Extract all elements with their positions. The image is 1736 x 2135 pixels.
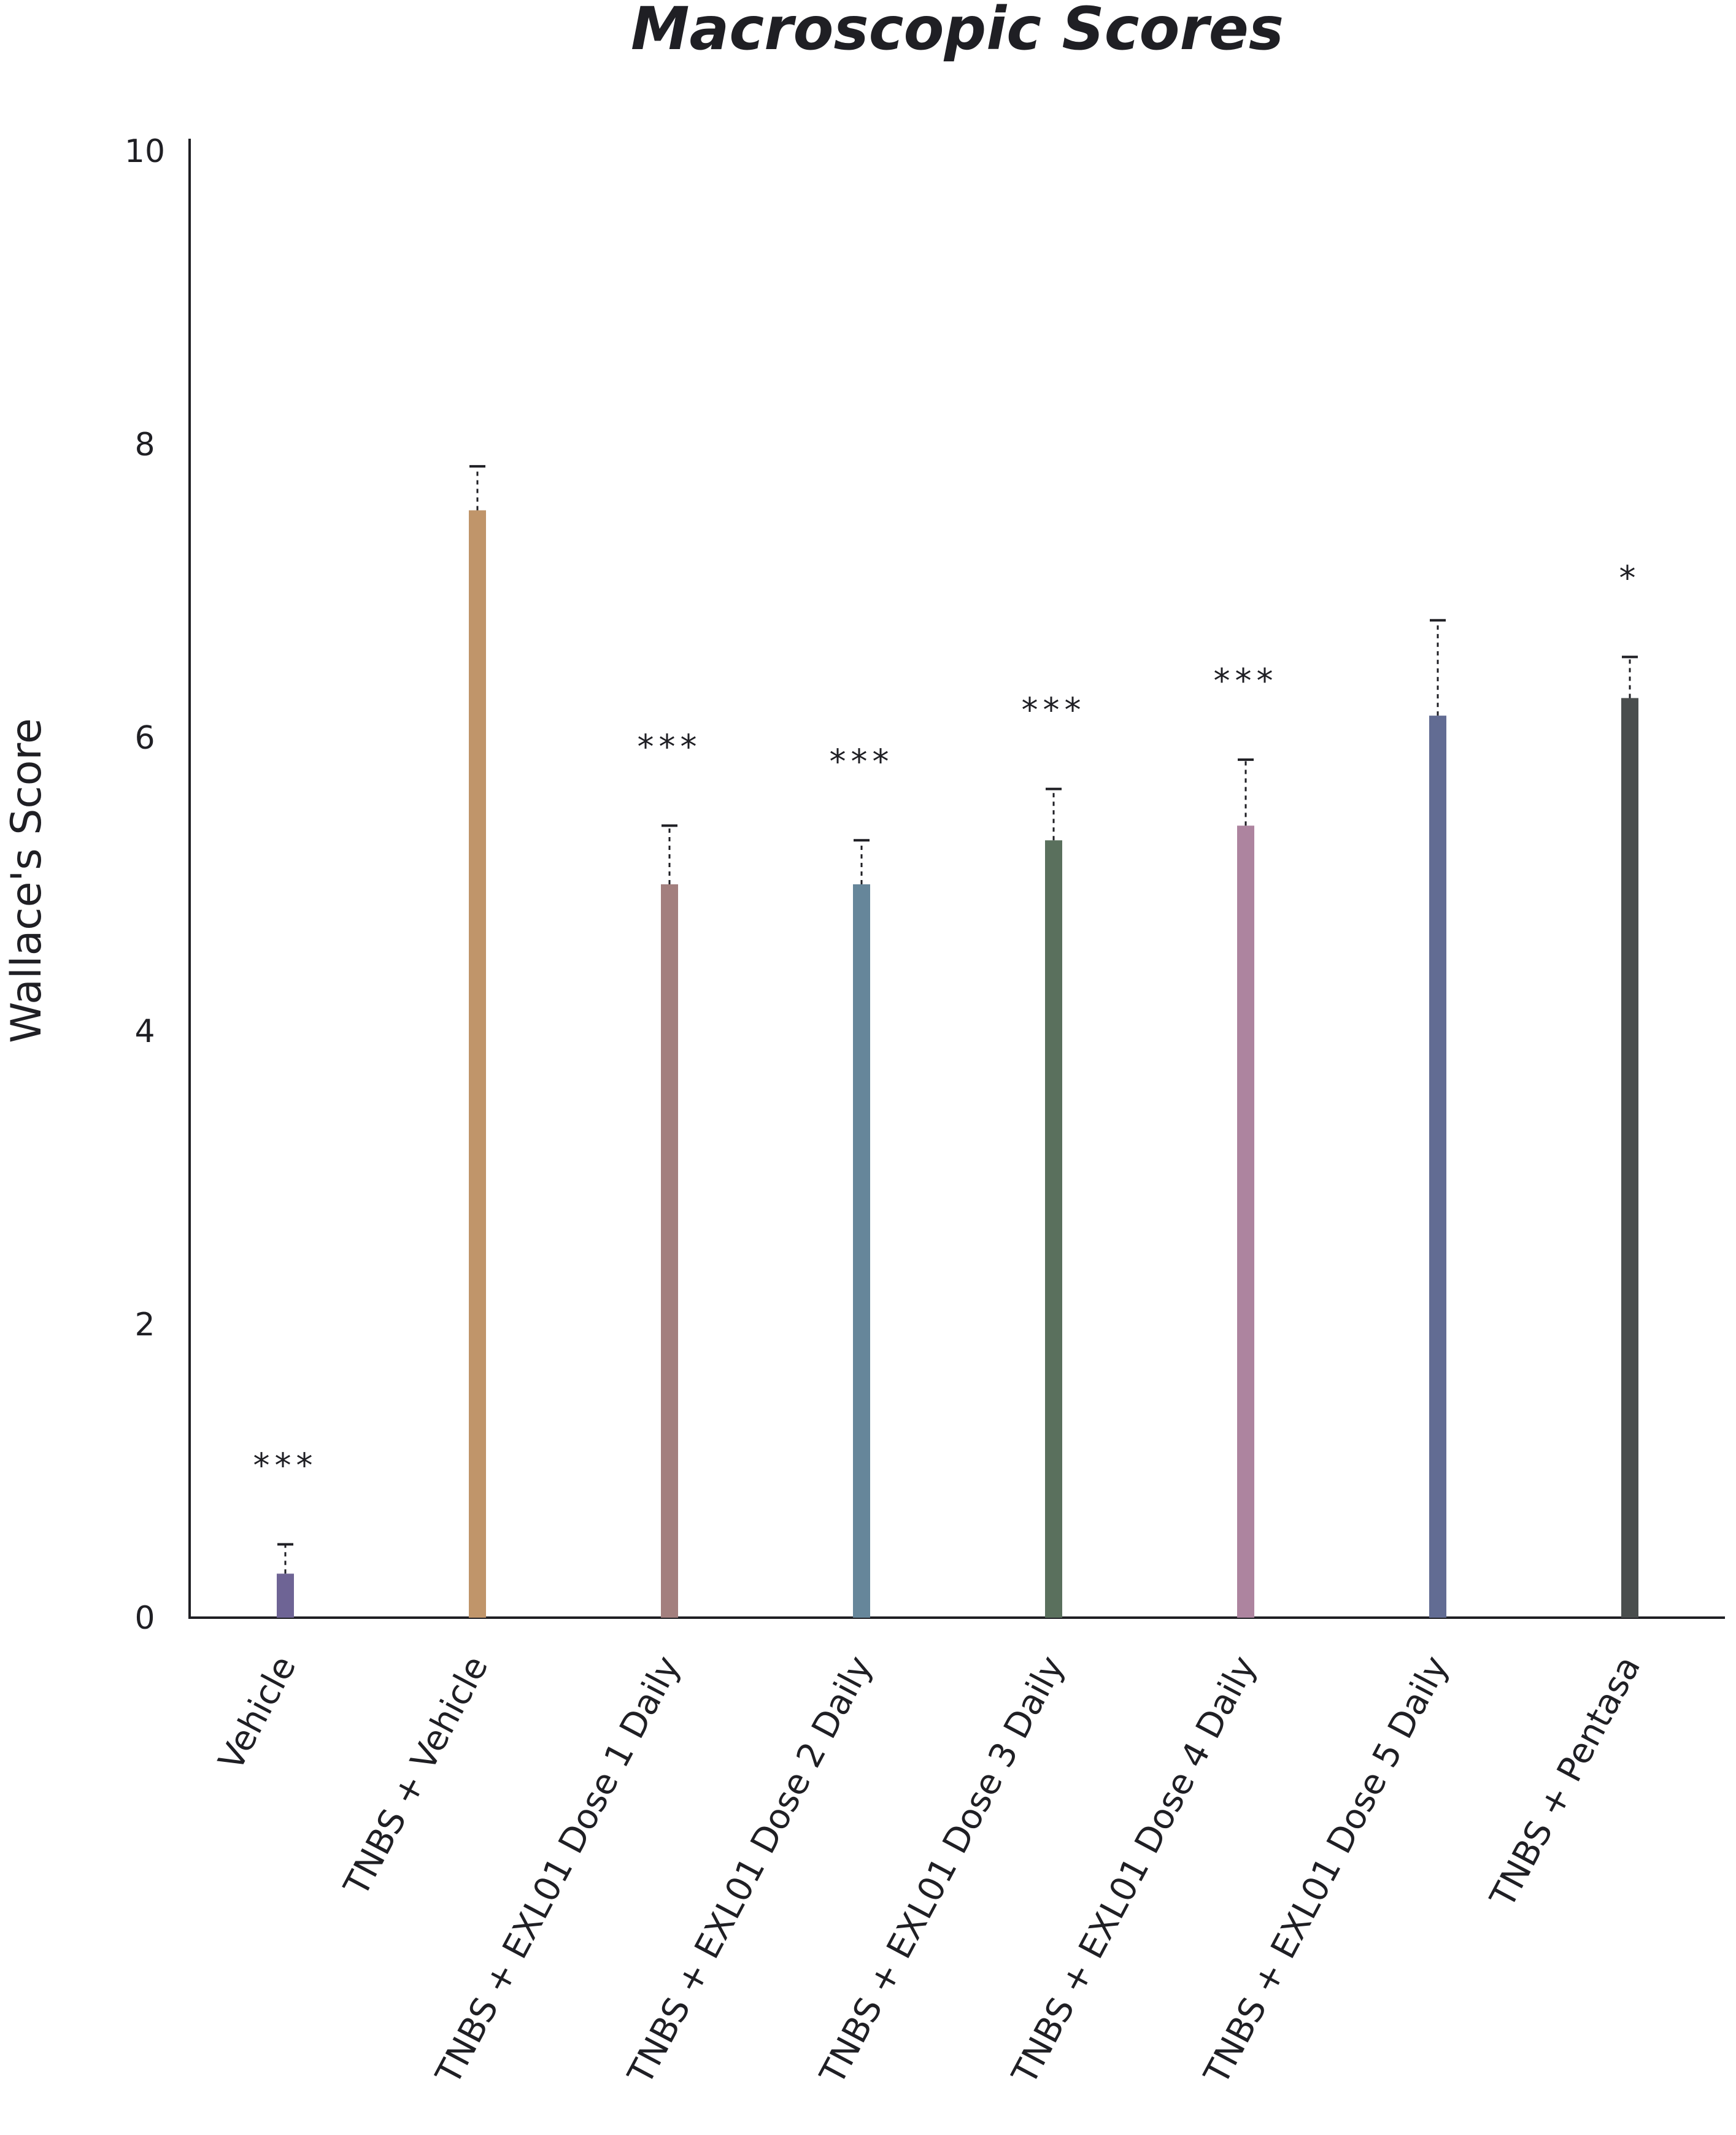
chart-title: Macroscopic Scores (631, 0, 1284, 63)
bar (661, 884, 678, 1618)
x-tick-label: TNBS + Vehicle (336, 1650, 496, 1903)
y-tick-label: 6 (134, 720, 155, 757)
error-bar (854, 839, 870, 884)
x-tick-label: Vehicle (211, 1650, 304, 1777)
bar (1429, 716, 1446, 1618)
significance-group: ****** ********** (253, 559, 1641, 1485)
y-axis-label: Wallace's Score (2, 718, 51, 1043)
error-bar (662, 824, 677, 884)
bars-group (277, 510, 1638, 1618)
y-tick-label: 2 (134, 1307, 155, 1343)
error-bars-group (277, 465, 1638, 1574)
bar (469, 510, 486, 1618)
bar (1237, 825, 1254, 1618)
error-bar (469, 465, 485, 511)
significance-marker: * (1619, 559, 1641, 598)
error-bar (1622, 655, 1638, 698)
significance-marker: *** (253, 1446, 318, 1485)
bar (1045, 840, 1062, 1618)
y-tick-label: 4 (134, 1013, 155, 1050)
significance-marker: *** (830, 742, 894, 781)
bar (277, 1573, 294, 1618)
error-bar (277, 1543, 293, 1574)
y-tick-label: 10 (125, 133, 165, 170)
error-bar (1238, 758, 1254, 826)
y-tick-label: 0 (134, 1600, 155, 1637)
x-tick-label: TNBS + Pentasa (1483, 1650, 1649, 1914)
bar (1621, 698, 1638, 1618)
y-tick-label: 8 (134, 427, 155, 463)
significance-marker: *** (1022, 691, 1086, 730)
error-bar (1430, 619, 1446, 716)
y-axis-ticks: 0 2 4 6 8 10 (125, 133, 165, 1637)
significance-marker: *** (1214, 662, 1278, 700)
bar (853, 884, 870, 1618)
significance-marker: *** (638, 727, 702, 766)
error-bar (1046, 787, 1062, 841)
